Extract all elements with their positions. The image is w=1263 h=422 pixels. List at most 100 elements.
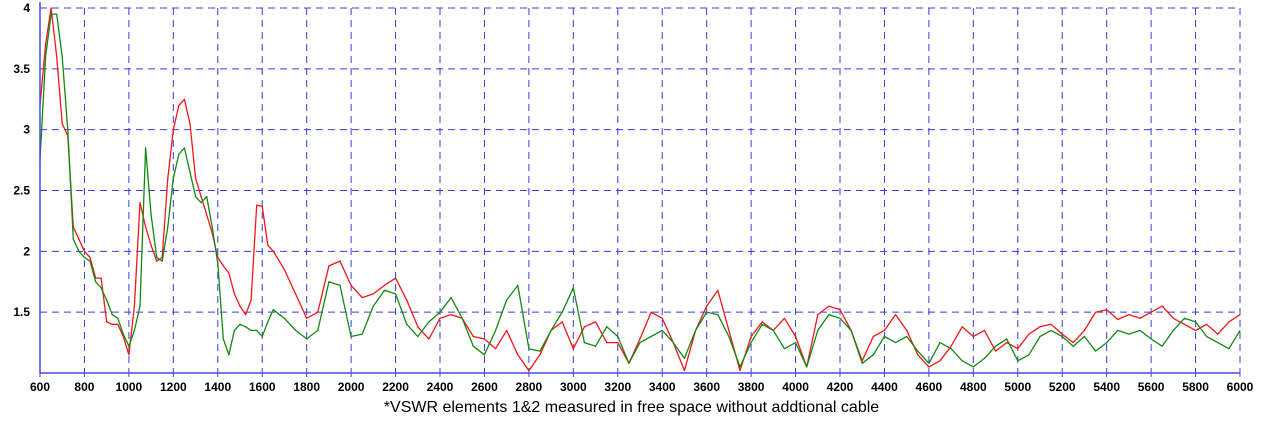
data-point [261,205,263,207]
data-point [606,326,608,328]
data-point [906,335,908,338]
data-point [267,244,269,246]
x-tick-label: 3400 [649,380,676,394]
data-point [144,147,147,149]
data-point [450,314,452,316]
data-point [706,305,708,307]
x-tick-label: 1800 [293,380,320,394]
data-point [794,341,797,344]
data-point [572,348,574,350]
data-point [406,323,408,325]
data-point [906,329,908,332]
data-point [1061,333,1063,335]
data-point [306,317,308,319]
data-point [539,350,541,352]
data-point [461,317,463,319]
y-tick-label: 3 [23,123,30,137]
data-point [78,238,80,240]
data-point [1239,314,1241,316]
data-point [383,284,386,286]
data-point [1094,350,1097,352]
data-point [372,293,374,295]
x-tick-label: 600 [30,380,50,394]
y-tick-label: 4 [23,1,30,15]
data-point [506,299,508,301]
data-point [683,357,686,359]
data-point [883,329,886,332]
data-point [683,369,686,372]
data-point [1139,317,1141,319]
data-point [283,317,286,319]
data-point [706,311,708,313]
data-point [189,171,191,173]
data-point [872,335,874,338]
data-point [183,98,186,100]
series-line-1 [39,7,1241,372]
data-point [44,43,47,46]
data-point [428,321,430,323]
data-point [183,147,186,149]
data-point [1206,323,1208,325]
x-tick-label: 2200 [382,380,409,394]
x-tick-label: 5600 [1138,380,1165,394]
data-point [472,335,474,338]
data-point [439,317,441,319]
data-point [550,329,552,332]
data-point [439,311,441,313]
data-point [583,326,586,328]
data-point [1194,321,1197,323]
x-tick-label: 4200 [827,380,854,394]
data-point [217,262,219,265]
data-point [317,329,319,332]
data-point [972,366,974,368]
data-point [1050,329,1052,332]
data-point [528,369,530,372]
data-point [617,335,619,338]
data-point [839,317,841,319]
data-point [372,305,374,307]
data-point [361,296,363,299]
data-point [994,350,997,352]
y-tick-label: 1.5 [13,305,30,319]
data-point [1239,329,1241,332]
data-point [617,341,619,344]
data-point [150,244,152,246]
data-point [1028,354,1030,356]
data-point [233,329,236,332]
data-point [528,348,530,350]
data-point [1228,348,1230,350]
x-tick-label: 5800 [1182,380,1209,394]
data-point [950,348,952,350]
data-point [272,309,274,311]
data-point [1061,335,1063,338]
data-point [100,277,102,279]
x-tick-label: 2400 [427,380,454,394]
data-point [1183,323,1186,325]
data-point [361,333,363,335]
data-point [694,329,697,332]
data-point [89,256,91,259]
data-point [250,299,252,301]
data-point [928,362,930,364]
data-point [917,350,919,352]
data-point [794,335,797,338]
data-point [606,341,608,344]
data-point [200,195,202,198]
x-tick-label: 2800 [516,380,543,394]
data-point [1117,318,1119,321]
data-point [572,287,574,289]
series-line-2 [39,13,1241,368]
data-point [894,314,897,316]
y-tick-label: 3.5 [13,62,30,76]
data-point [672,341,674,344]
x-tick-label: 3200 [604,380,631,394]
data-point [178,153,180,155]
data-point [339,260,341,262]
data-point [1139,329,1141,332]
data-point [628,362,630,364]
data-point [861,362,863,364]
data-point [200,202,202,204]
data-point [383,289,386,291]
data-point [828,305,830,307]
y-tick-label: 2.5 [13,184,30,198]
